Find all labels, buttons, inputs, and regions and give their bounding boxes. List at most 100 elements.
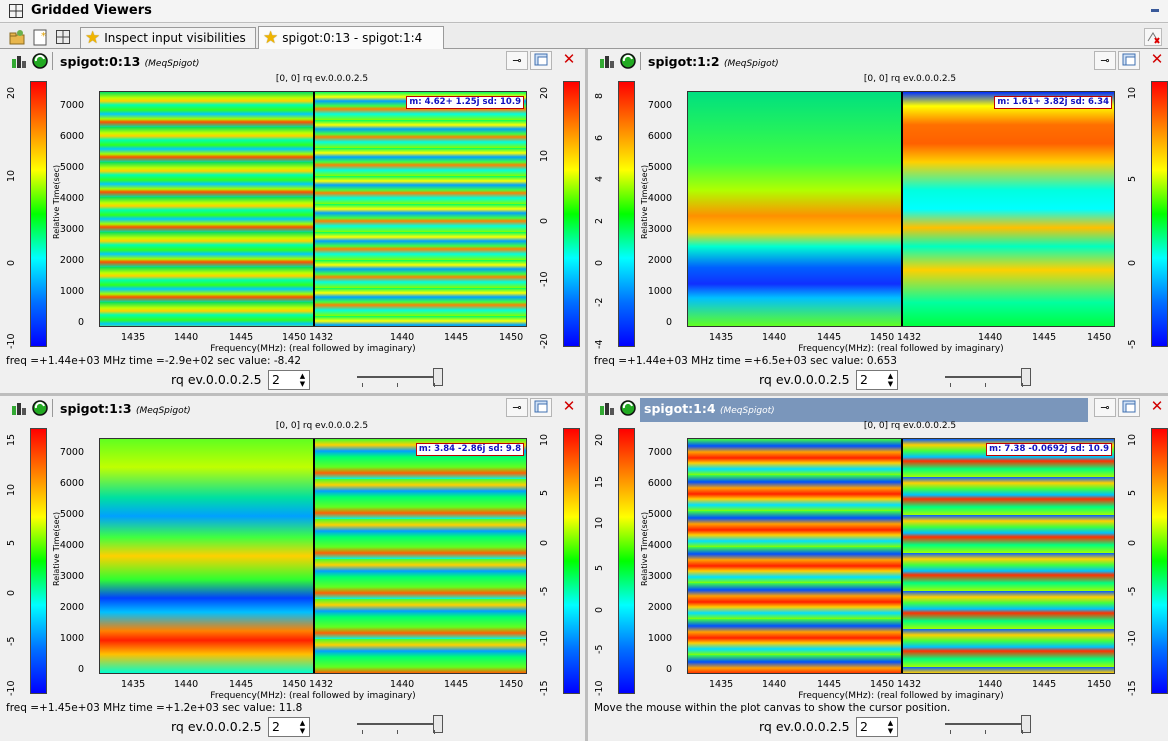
colorbar-tick: -5 bbox=[6, 636, 17, 646]
plot-canvas[interactable]: m: 3.84 -2.86j sd: 9.8 bbox=[99, 438, 527, 674]
x-tick: 1435 bbox=[121, 332, 146, 343]
undock-button[interactable] bbox=[530, 51, 552, 70]
colorbar-tick: 0 bbox=[594, 606, 605, 613]
x-tick: 1435 bbox=[709, 332, 734, 343]
y-tick: 4000 bbox=[647, 193, 672, 204]
spin-arrows-icon[interactable]: ▲ ▼ bbox=[887, 372, 894, 388]
y-tick: 2000 bbox=[59, 255, 84, 266]
close-panel-button[interactable]: ✕ bbox=[562, 397, 576, 415]
window-icon bbox=[1122, 400, 1136, 413]
colorbar-tick: 8 bbox=[594, 92, 605, 99]
colorbar-tick: 0 bbox=[6, 589, 17, 596]
request-spinbox[interactable]: 2 ▲ ▼ bbox=[856, 717, 898, 737]
spin-arrows-icon[interactable]: ▲ ▼ bbox=[299, 372, 306, 388]
plot-settings-icon[interactable] bbox=[10, 400, 27, 417]
panel-title[interactable]: spigot:1:3 (MeqSpigot) bbox=[60, 401, 191, 416]
refresh-icon[interactable] bbox=[619, 52, 637, 70]
tab-spigot-range[interactable]: ★ spigot:0:13 - spigot:1:4 bbox=[258, 26, 444, 49]
node-name: spigot:0:13 bbox=[60, 54, 141, 69]
undock-button[interactable] bbox=[1118, 398, 1140, 417]
x-tick: 1432 bbox=[897, 332, 922, 343]
spin-arrows-icon[interactable]: ▲ ▼ bbox=[887, 719, 894, 735]
refresh-icon[interactable] bbox=[619, 399, 637, 417]
y-tick: 5000 bbox=[59, 162, 84, 173]
plot-settings-icon[interactable] bbox=[10, 53, 27, 70]
refresh-icon[interactable] bbox=[31, 52, 49, 70]
folder-open-icon[interactable] bbox=[9, 29, 26, 46]
undock-button[interactable] bbox=[530, 398, 552, 417]
slider-handle[interactable] bbox=[433, 368, 443, 386]
header-divider bbox=[52, 52, 53, 70]
left-colorbar bbox=[618, 81, 635, 347]
new-page-icon[interactable]: * bbox=[32, 29, 49, 46]
slider-handle[interactable] bbox=[433, 715, 443, 733]
slider-handle[interactable] bbox=[1021, 715, 1031, 733]
colorbar-tick: -2 bbox=[594, 297, 605, 308]
request-spinbox[interactable]: 2 ▲ ▼ bbox=[268, 717, 310, 737]
colorbar-tick: 10 bbox=[1127, 86, 1138, 99]
request-spinbox[interactable]: 2 ▲ ▼ bbox=[856, 370, 898, 390]
x-tick: 1450 bbox=[1087, 679, 1112, 690]
colorbar-tick: -20 bbox=[539, 333, 550, 349]
x-tick: 1440 bbox=[390, 679, 415, 690]
colorbar-tick: 0 bbox=[1127, 259, 1138, 266]
tab-inspect-input-visibilities[interactable]: ★ Inspect input visibilities bbox=[80, 27, 256, 48]
left-colorbar bbox=[618, 428, 635, 694]
request-slider[interactable] bbox=[945, 714, 1035, 736]
pin-button[interactable]: ⊸ bbox=[1094, 398, 1116, 417]
plot-settings-icon[interactable] bbox=[598, 400, 615, 417]
request-slider[interactable] bbox=[945, 367, 1035, 389]
minimize-icon[interactable] bbox=[1150, 4, 1160, 14]
horizontal-splitter[interactable] bbox=[0, 393, 1168, 396]
plot-canvas[interactable]: m: 1.61+ 3.82j sd: 6.34 bbox=[687, 91, 1115, 327]
request-slider[interactable] bbox=[357, 367, 447, 389]
x-tick: 1450 bbox=[282, 679, 307, 690]
spin-arrows-icon[interactable]: ▲ ▼ bbox=[299, 719, 306, 735]
layout-grid-icon[interactable] bbox=[55, 29, 72, 46]
viewer-panel: spigot:0:13 (MeqSpigot) ⊸ ✕ [0, 0] rq ev.0.… bbox=[0, 49, 580, 393]
statistics-label: m: 4.62+ 1.25j sd: 10.9 bbox=[406, 96, 524, 109]
x-tick: 1450 bbox=[870, 679, 895, 690]
colorbar-tick: -15 bbox=[1127, 680, 1138, 696]
x-tick: 1440 bbox=[762, 332, 787, 343]
right-colorbar bbox=[1151, 428, 1168, 694]
close-panel-button[interactable]: ✕ bbox=[1150, 50, 1164, 68]
close-tab-icon[interactable] bbox=[1144, 28, 1162, 46]
plot-settings-icon[interactable] bbox=[598, 53, 615, 70]
x-tick: 1445 bbox=[229, 679, 254, 690]
x-tick: 1445 bbox=[444, 679, 469, 690]
real-half bbox=[100, 439, 313, 673]
panel-title[interactable]: spigot:1:2 (MeqSpigot) bbox=[648, 54, 779, 69]
colorbar-tick: -10 bbox=[1127, 630, 1138, 646]
colorbar-tick: -10 bbox=[594, 680, 605, 696]
real-half bbox=[688, 92, 901, 326]
y-tick: 4000 bbox=[647, 540, 672, 551]
x-tick: 1440 bbox=[762, 679, 787, 690]
x-tick: 1432 bbox=[309, 679, 334, 690]
close-panel-button[interactable]: ✕ bbox=[562, 50, 576, 68]
y-tick: 3000 bbox=[647, 224, 672, 235]
x-tick: 1432 bbox=[897, 679, 922, 690]
pin-button[interactable]: ⊸ bbox=[506, 398, 528, 417]
request-slider[interactable] bbox=[357, 714, 447, 736]
viewer-panel: spigot:1:3 (MeqSpigot) ⊸ ✕ [0, 0] rq ev.0.0… bbox=[0, 396, 580, 740]
node-name: spigot:1:4 bbox=[644, 401, 716, 416]
panel-title[interactable]: spigot:0:13 (MeqSpigot) bbox=[60, 54, 199, 69]
refresh-icon[interactable] bbox=[31, 399, 49, 417]
undock-button[interactable] bbox=[1118, 51, 1140, 70]
x-tick: 1450 bbox=[499, 679, 524, 690]
request-spinbox[interactable]: 2 ▲ ▼ bbox=[268, 370, 310, 390]
right-colorbar bbox=[1151, 81, 1168, 347]
pin-button[interactable]: ⊸ bbox=[1094, 51, 1116, 70]
pin-button[interactable]: ⊸ bbox=[506, 51, 528, 70]
slider-handle[interactable] bbox=[1021, 368, 1031, 386]
close-panel-button[interactable]: ✕ bbox=[1150, 397, 1164, 415]
cursor-status: freq =+1.44e+03 MHz time =+6.5e+03 sec v… bbox=[594, 355, 897, 367]
colorbar-tick: 5 bbox=[6, 539, 17, 546]
x-tick: 1440 bbox=[978, 332, 1003, 343]
viewer-panel: spigot:1:4 (MeqSpigot) ⊸ ✕ [0, 0] rq ev.0.0… bbox=[588, 396, 1168, 740]
plot-canvas[interactable]: m: 4.62+ 1.25j sd: 10.9 bbox=[99, 91, 527, 327]
y-tick: 7000 bbox=[647, 100, 672, 111]
panel-title[interactable]: spigot:1:4 (MeqSpigot) bbox=[640, 398, 1088, 422]
plot-canvas[interactable]: m: 7.38 -0.0692j sd: 10.9 bbox=[687, 438, 1115, 674]
